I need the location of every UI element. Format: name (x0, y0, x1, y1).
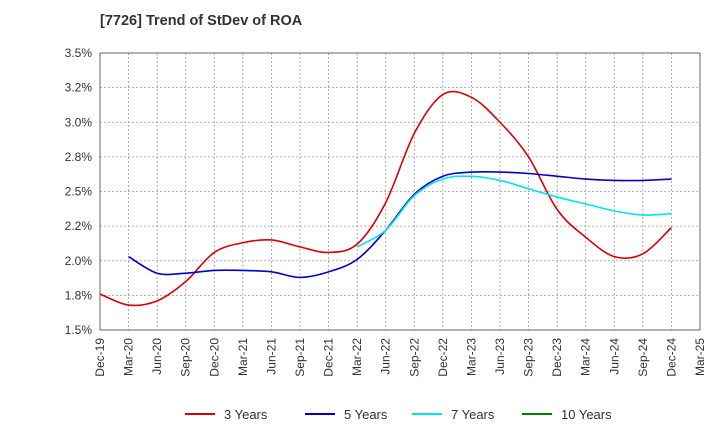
y-tick-label: 2.2% (65, 219, 93, 233)
y-tick-label: 2.8% (65, 150, 93, 164)
y-tick-label: 2.0% (65, 254, 93, 268)
series-line-1 (128, 170, 672, 279)
x-tick-label: Dec-21 (322, 338, 336, 377)
x-tick-label: Dec-19 (93, 338, 107, 377)
legend-label-1: 5 Years (344, 407, 388, 422)
x-tick-label: Jun-20 (150, 338, 164, 375)
x-tick-label: Dec-22 (436, 338, 450, 377)
legend-label-3: 10 Years (561, 407, 612, 422)
legend-label-0: 3 Years (224, 407, 268, 422)
x-tick-label: Sep-20 (179, 338, 193, 377)
x-tick-label: Sep-22 (407, 338, 421, 377)
grid (100, 53, 700, 330)
y-tick-label: 3.0% (65, 115, 93, 129)
x-tick-label: Mar-23 (464, 338, 478, 376)
x-tick-label: Jun-22 (379, 338, 393, 375)
y-tick-label: 2.5% (65, 185, 93, 199)
y-tick-label: 3.2% (65, 81, 93, 95)
legend: 3 Years 5 Years 7 Years 10 Years (185, 407, 612, 422)
x-tick-label: Mar-24 (579, 338, 593, 376)
y-tick-label: 3.5% (65, 46, 93, 60)
y-tick-label: 1.5% (65, 323, 93, 337)
series-line-2 (356, 175, 672, 248)
series-lines (99, 90, 672, 307)
x-tick-label: Mar-20 (122, 338, 136, 376)
y-axis: 1.5% 1.8% 2.0% 2.2% 2.5% 2.8% 3.0% 3.2% 3.5% (65, 46, 93, 337)
x-axis: Dec-19 Mar-20 Jun-20 Sep-20 Dec-20 Mar-21 Jun-… (93, 338, 707, 377)
y-tick-label: 1.8% (65, 288, 93, 302)
x-tick-label: Dec-24 (664, 338, 678, 377)
x-tick-label: Dec-23 (550, 338, 564, 377)
x-tick-label: Dec-20 (207, 338, 221, 377)
x-tick-label: Jun-24 (607, 338, 621, 375)
x-tick-label: Sep-23 (522, 338, 536, 377)
x-tick-label: Jun-23 (493, 338, 507, 375)
x-tick-label: Sep-21 (293, 338, 307, 377)
x-tick-label: Mar-22 (350, 338, 364, 376)
legend-label-2: 7 Years (451, 407, 495, 422)
x-tick-label: Mar-25 (693, 338, 707, 376)
x-tick-label: Jun-21 (264, 338, 278, 375)
x-tick-label: Sep-24 (636, 338, 650, 377)
plot-border (99, 52, 701, 331)
x-tick-label: Mar-21 (236, 338, 250, 376)
chart-title: [7726] Trend of StDev of ROA (100, 13, 303, 29)
